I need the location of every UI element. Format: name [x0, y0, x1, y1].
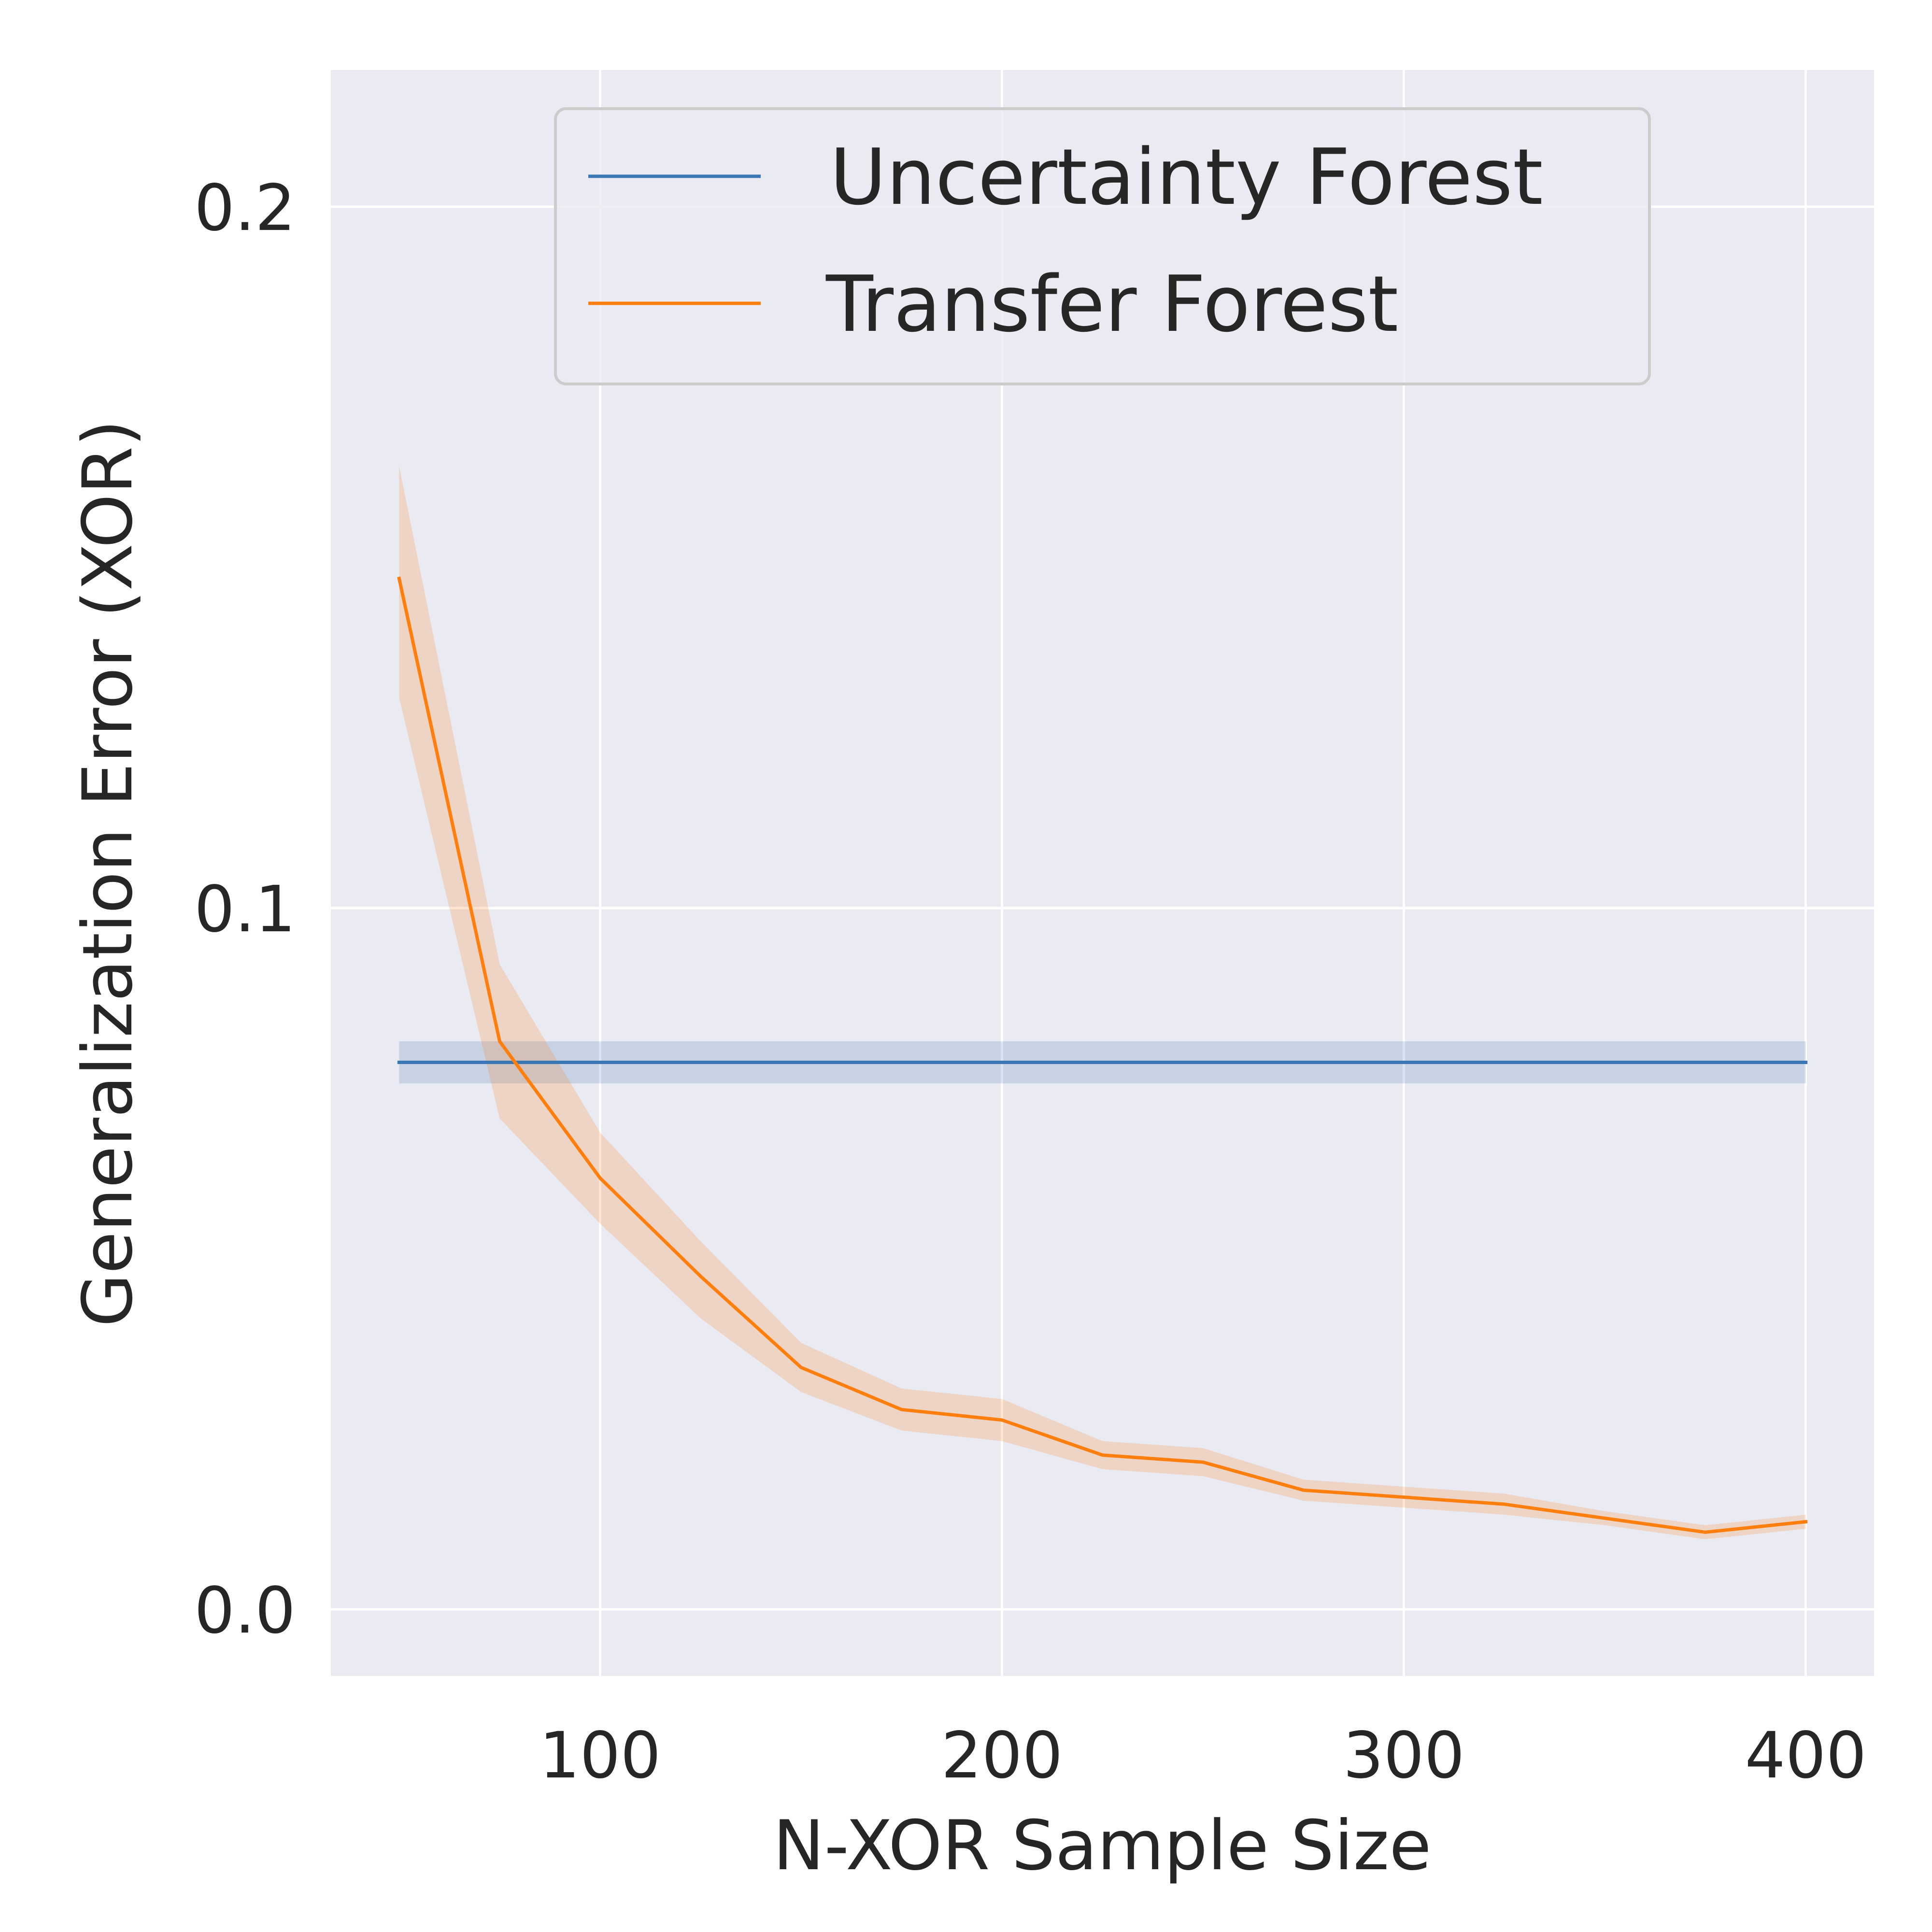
legend-label-transfer-forest: Transfer Forest: [825, 259, 1398, 349]
legend-box: [554, 107, 1651, 385]
y-tick-label: 0.1: [194, 872, 296, 947]
y-tick-labels: 0.0 0.1 0.2: [194, 171, 296, 1648]
y-tick-label: 0.0: [194, 1574, 296, 1648]
x-tick-labels: 100 200 300 400: [539, 1719, 1866, 1793]
y-tick-label: 0.2: [194, 171, 296, 245]
x-tick-label: 300: [1343, 1719, 1465, 1793]
line-transfer-forest: [397, 576, 1808, 1534]
y-axis-label: Generalization Error (XOR): [68, 420, 148, 1327]
x-axis-label: N-XOR Sample Size: [773, 1806, 1431, 1886]
x-tick-label: 400: [1745, 1719, 1867, 1793]
x-tick-label: 100: [539, 1719, 661, 1793]
legend: Uncertainty Forest Transfer Forest: [554, 107, 1651, 385]
legend-label-uncertainty-forest: Uncertainty Forest: [830, 132, 1543, 222]
x-tick-label: 200: [941, 1719, 1063, 1793]
series-lines: [397, 576, 1808, 1534]
